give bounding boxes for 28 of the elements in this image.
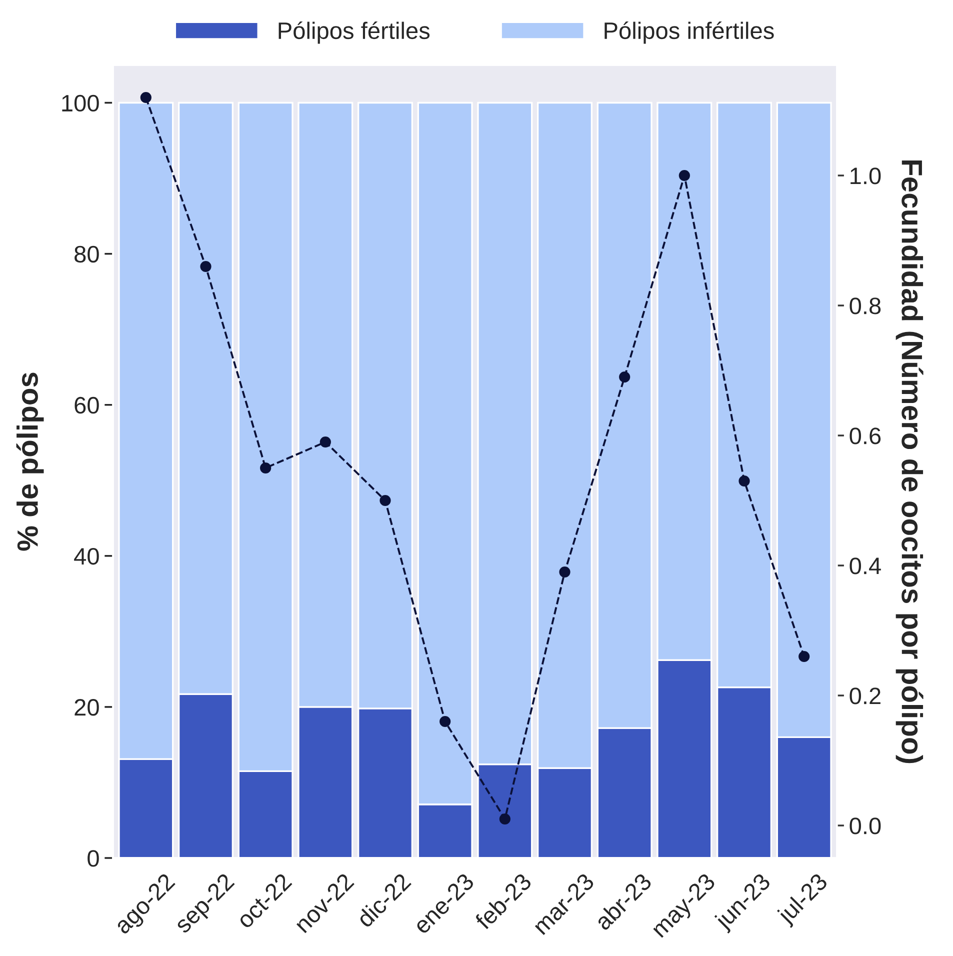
y-tick-label: 40 [74, 548, 99, 565]
y-tick-label: 80 [74, 246, 99, 263]
y2-tick-label: 1.0 [850, 168, 881, 184]
y2-axis-title: Fecundidad (Número de oocitos por pólipo) [896, 160, 924, 764]
point [619, 371, 630, 383]
y-axis-title: % de pólipos [16, 372, 44, 551]
point [140, 92, 152, 104]
point [320, 436, 331, 448]
y2-tick-label: 0.2 [850, 688, 880, 704]
point [738, 475, 750, 487]
y2-tick-label: 0.8 [850, 298, 881, 314]
legend-label: Pólipos fértiles [278, 21, 430, 44]
y-tick-label: 20 [74, 699, 99, 716]
point [559, 566, 570, 578]
point [440, 716, 451, 728]
y2-tick-label: 0.0 [850, 818, 881, 834]
y2-tick-label: 0.4 [850, 558, 881, 574]
y-tick-label: 60 [74, 396, 99, 414]
y-tick-label: 100 [62, 94, 99, 112]
point [678, 170, 690, 182]
point [260, 462, 272, 474]
point [798, 650, 810, 662]
point [499, 813, 510, 825]
point [380, 494, 391, 506]
legend-label: Pólipos infértiles [604, 21, 774, 44]
y-tick-label: 0 [88, 850, 99, 867]
point [200, 260, 212, 272]
y2-tick-label: 0.6 [850, 428, 881, 444]
